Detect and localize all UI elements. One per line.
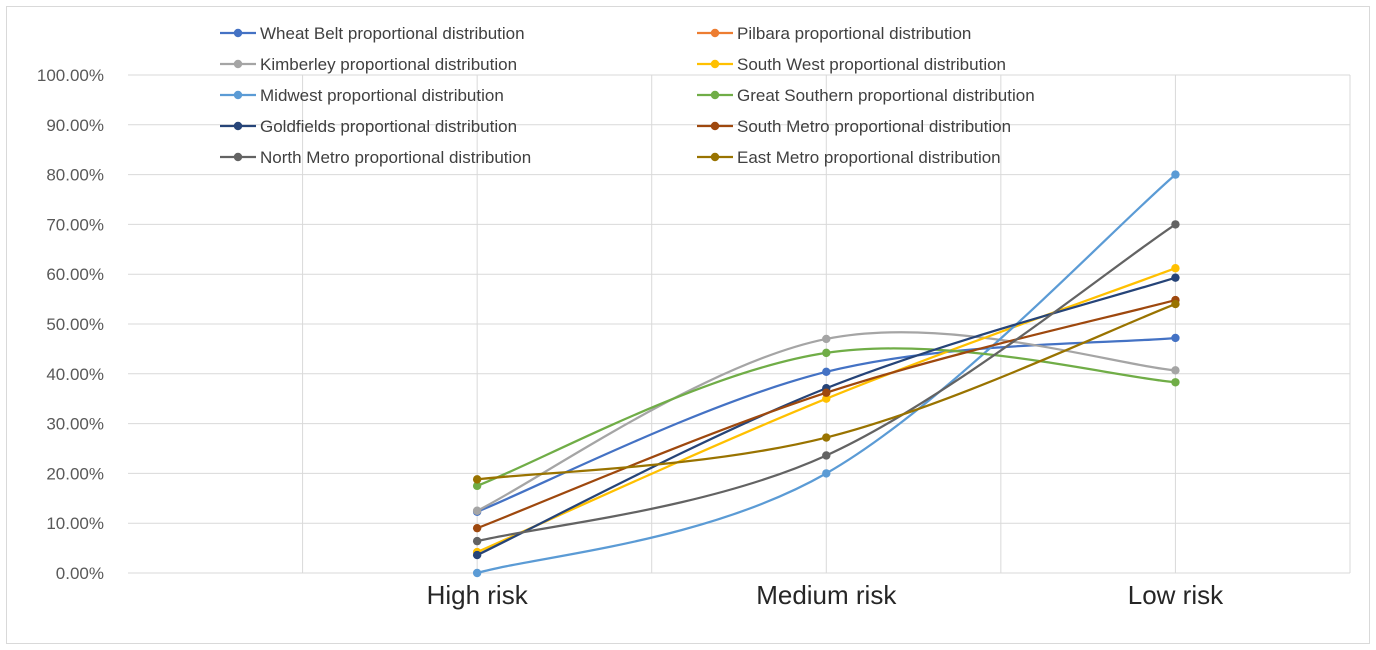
grid-lines (128, 74, 1351, 574)
legend-label: Goldfields proportional distribution (260, 117, 517, 136)
y-tick-label: 20.00% (46, 464, 104, 483)
legend-item: Midwest proportional distribution (220, 86, 504, 105)
legend-marker (233, 28, 243, 38)
data-point (822, 367, 831, 377)
data-point (472, 475, 482, 484)
legend-label: Kimberley proportional distribution (260, 55, 517, 74)
data-point (1171, 264, 1180, 273)
legend-item: East Metro proportional distribution (697, 148, 1001, 167)
data-point (1171, 366, 1180, 375)
legend-label: Great Southern proportional distribution (737, 86, 1035, 105)
data-point (822, 388, 831, 397)
y-tick-label: 30.00% (46, 415, 104, 434)
legend-label: North Metro proportional distribution (260, 148, 531, 167)
x-category-label: Low risk (1128, 580, 1224, 610)
data-point (822, 348, 831, 358)
y-tick-label: 80.00% (46, 166, 104, 185)
y-tick-label: 100.00% (37, 66, 104, 85)
y-tick-label: 0.00% (56, 564, 104, 583)
legend-label: Wheat Belt proportional distribution (260, 24, 525, 43)
y-tick-label: 10.00% (46, 514, 104, 533)
series-lines (472, 170, 1180, 578)
data-point (472, 481, 482, 491)
data-point (472, 568, 482, 578)
chart-frame (6, 6, 1370, 644)
data-point (1171, 273, 1180, 282)
data-point (822, 433, 831, 442)
legend-item: Great Southern proportional distribution (697, 86, 1035, 105)
legend-marker (710, 152, 720, 162)
y-tick-label: 40.00% (46, 365, 104, 384)
x-category-label: High risk (427, 580, 529, 610)
legend-label: South Metro proportional distribution (737, 117, 1011, 136)
legend-item: Goldfields proportional distribution (220, 117, 517, 136)
data-point (822, 334, 831, 344)
legend-marker (233, 90, 243, 100)
legend-label: Midwest proportional distribution (260, 86, 504, 105)
legend: Wheat Belt proportional distribution Pilb… (220, 24, 1035, 167)
legend-item: South Metro proportional distribution (697, 117, 1011, 136)
legend-label: East Metro proportional distribution (737, 148, 1001, 167)
legend-item: South West proportional distribution (697, 55, 1006, 74)
data-point (822, 469, 831, 478)
x-category-label: Medium risk (756, 580, 897, 610)
legend-marker (710, 90, 720, 100)
legend-marker (710, 59, 720, 69)
data-point (472, 536, 482, 546)
legend-label: Pilbara proportional distribution (737, 24, 971, 43)
y-axis-ticks: 0.00% 10.00% 20.00% 30.00% 40.00% 50.00% 60.00… (37, 66, 104, 583)
data-point (472, 550, 482, 560)
y-tick-label: 60.00% (46, 265, 104, 284)
legend-marker (710, 28, 720, 38)
y-tick-label: 50.00% (46, 315, 104, 334)
legend-item: Pilbara proportional distribution (697, 24, 971, 43)
legend-item: Wheat Belt proportional distribution (220, 24, 525, 43)
data-point (1171, 333, 1180, 343)
legend-label: South West proportional distribution (737, 55, 1006, 74)
legend-marker (233, 121, 243, 131)
legend-marker (233, 59, 243, 69)
data-point (472, 523, 482, 533)
legend-item: Kimberley proportional distribution (220, 55, 517, 74)
data-point (1171, 170, 1180, 179)
x-axis-categories: High risk Medium risk Low risk (427, 580, 1225, 610)
data-point (822, 451, 831, 460)
legend-marker (233, 152, 243, 162)
data-point (1171, 378, 1180, 387)
legend-item: North Metro proportional distribution (220, 148, 531, 167)
data-point (1171, 299, 1180, 309)
y-tick-label: 70.00% (46, 215, 104, 234)
legend-marker (710, 121, 720, 131)
y-tick-label: 90.00% (46, 116, 104, 135)
data-point (472, 506, 482, 515)
data-point (1171, 220, 1180, 229)
data-point (822, 394, 831, 403)
